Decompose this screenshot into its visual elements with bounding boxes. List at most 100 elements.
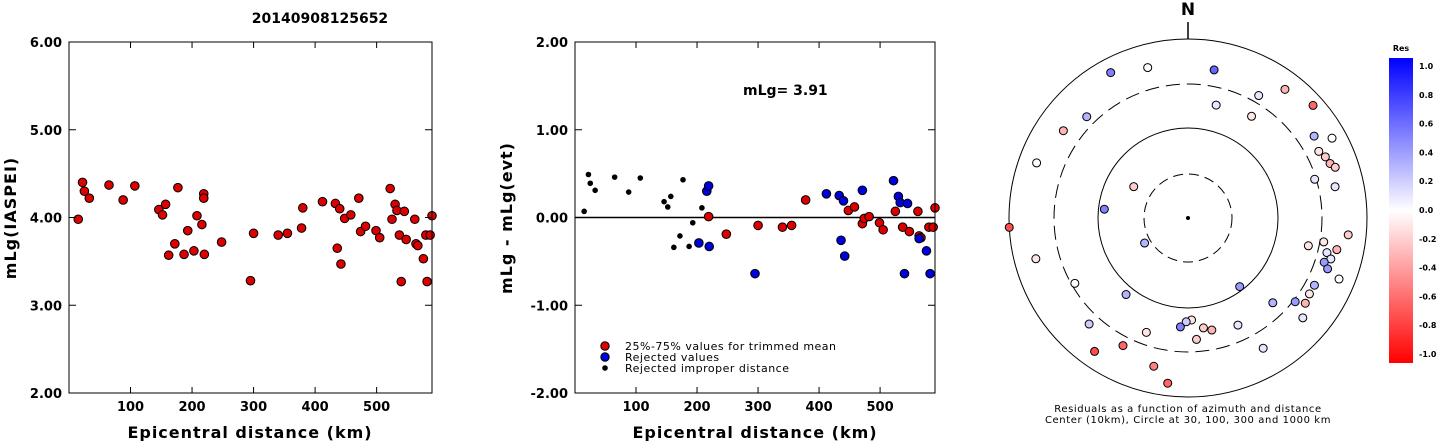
data-point [345,210,356,220]
data-point [216,237,227,247]
colorbar-tick-label: -0.2 [1419,235,1437,244]
data-point [198,193,209,203]
y-tick-label: 2.00 [30,387,62,402]
y-axis-label: mLg - mLg(evt) [497,142,516,294]
station-point [1309,280,1319,290]
data-point [118,195,128,205]
data-point [182,225,193,236]
x-tick-label: 400 [302,400,329,415]
figure-title: 20140908125652 [252,11,388,27]
data-point [297,203,308,213]
data-point [130,181,140,191]
residual-point [587,180,594,187]
residual-point [925,268,935,279]
data-point [173,182,183,193]
residual-point [921,246,932,256]
residual-point [899,268,910,279]
residual-point [836,235,846,246]
x-tick-label: 500 [867,400,894,415]
station-point [1330,162,1340,172]
data-point [296,223,307,233]
colorbar-tick-label: -0.4 [1419,264,1437,273]
station-point [1121,290,1131,300]
station-point [1319,237,1329,247]
residual-point [625,189,632,195]
legend-label: Rejected improper distance [625,362,790,375]
residual-point [890,206,901,217]
residual-point [721,229,732,239]
residual-point [671,244,677,251]
colorbar-tick-label: -1.0 [1419,350,1437,359]
data-point [79,186,90,196]
residual-point [694,238,704,248]
data-point [418,253,429,264]
y-tick-label: 1.00 [536,124,568,139]
colorbar-tick-label: -0.8 [1419,321,1437,330]
residual-point [677,233,683,239]
residual-point [838,196,849,206]
data-point [394,230,405,240]
station-point [1191,334,1201,344]
y-tick-label: 5.00 [30,124,62,139]
station-point [1290,297,1300,307]
station-point [1298,313,1308,323]
station-point [1058,126,1068,136]
x-axis-label: Epicentral distance (km) [632,423,877,441]
station-point [1247,111,1257,121]
mlg-annotation: mLg= 3.91 [743,83,828,99]
station-point [1280,84,1290,94]
station-point [1211,100,1221,110]
x-tick-label: 200 [683,400,710,415]
station-point [1031,254,1041,264]
residual-point [800,195,811,205]
x-tick-label: 100 [117,400,144,415]
circle-30km [1143,173,1233,263]
colorbar-tick-label: 0.2 [1419,177,1433,186]
station-point [1320,152,1330,162]
circle-100km [1097,127,1279,309]
y-tick-label: -1.00 [531,299,568,314]
data-point [360,221,371,232]
caption-line-1: Residuals as a function of azimuth and d… [1054,404,1322,415]
residual-point [750,268,760,279]
station-point [1163,378,1173,388]
station-point [1175,322,1185,332]
station-point [1141,327,1151,337]
residual-point [849,202,860,212]
residual-point [703,211,714,222]
legend: 25%-75% values for trimmed meanRejected … [600,340,836,375]
station-point [1303,241,1313,251]
station-point [1300,298,1310,308]
residual-point [913,206,923,217]
data-point [157,210,168,220]
station-point [1143,63,1153,73]
residual-point [821,189,832,199]
residual-point [611,174,618,180]
north-label: N [1181,0,1195,20]
station-point [1004,222,1014,232]
plot-frame [68,41,433,394]
residual-point [680,176,686,183]
data-point [399,206,410,217]
colorbar-tick-label: 1.0 [1419,62,1434,71]
station-point [1149,361,1159,371]
data-point [248,228,259,239]
station-point [1332,245,1342,255]
station-point [1233,320,1243,330]
colorbar-title: Res [1393,44,1410,53]
data-point [192,210,202,221]
residual-point [592,187,598,194]
data-point [160,199,171,210]
station-point [1258,343,1268,353]
x-axis-label: Epicentral distance (km) [127,423,372,441]
x-tick-label: 300 [744,400,771,415]
data-point [317,196,328,207]
data-point [422,276,432,287]
residual-point [839,251,850,261]
station-point [1309,131,1319,141]
residual-point [878,224,888,235]
data-point [385,183,395,194]
residual-point [864,211,874,222]
residual-point [704,241,715,252]
